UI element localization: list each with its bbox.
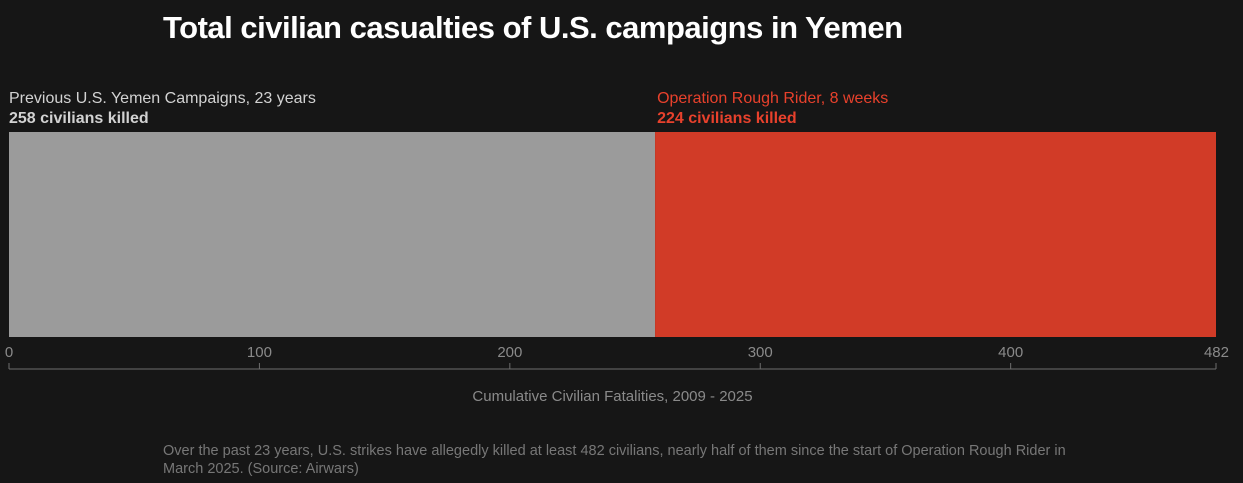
segment-name-previous: Previous U.S. Yemen Campaigns, 23 years xyxy=(9,90,316,107)
x-tick-label-482: 482 xyxy=(1204,344,1229,361)
chart-title: Total civilian casualties of U.S. campai… xyxy=(163,10,903,45)
x-tick-label-200: 200 xyxy=(497,344,522,361)
x-tick-label-300: 300 xyxy=(748,344,773,361)
segment-count-previous: 258 civilians killed xyxy=(9,110,149,127)
bar-segment-1 xyxy=(655,132,1216,337)
segment-label-rough-rider: Operation Rough Rider, 8 weeks 224 civil… xyxy=(657,89,888,129)
chart-caption: Over the past 23 years, U.S. strikes hav… xyxy=(163,443,1066,477)
x-tick-label-0: 0 xyxy=(5,344,13,361)
stacked-bar-chart: 0 100 200 300 400 482 xyxy=(5,132,1229,370)
x-axis-title: Cumulative Civilian Fatalities, 2009 - 2… xyxy=(472,388,753,405)
x-tick-label-100: 100 xyxy=(247,344,272,361)
segment-count-rough-rider: 224 civilians killed xyxy=(657,110,797,127)
x-tick-label-400: 400 xyxy=(998,344,1023,361)
segment-label-previous: Previous U.S. Yemen Campaigns, 23 years … xyxy=(9,89,316,129)
segment-name-rough-rider: Operation Rough Rider, 8 weeks xyxy=(657,90,889,107)
bar-segment-0 xyxy=(9,132,656,337)
